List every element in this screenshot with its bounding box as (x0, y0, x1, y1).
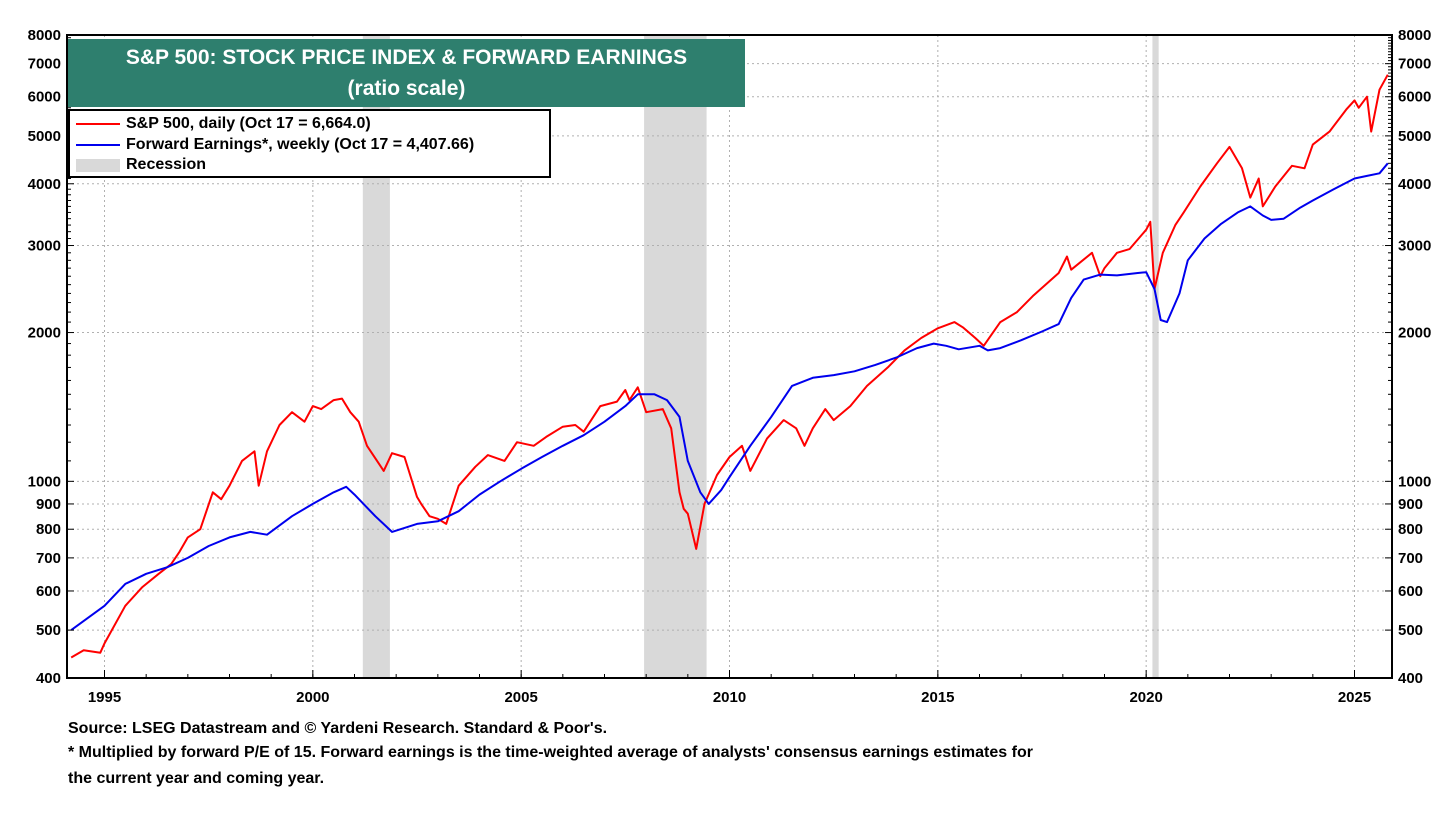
x-tick-label-2025: 2025 (1338, 689, 1371, 706)
y-tick-label-right-3000: 3000 (1398, 238, 1431, 255)
axes: 400 400 500 500 600 600 700 700 800 800 900 900 1000… (28, 27, 1432, 706)
y-tick-label-right-4000: 4000 (1398, 176, 1431, 193)
x-tick-label-2015: 2015 (921, 689, 954, 706)
y-tick-label-left-400: 400 (36, 670, 61, 687)
source-note: Source: LSEG Datastream and © Yardeni Re… (68, 720, 608, 737)
y-tick-label-left-800: 800 (36, 521, 61, 538)
chart-title-box: S&P 500: STOCK PRICE INDEX & FORWARD EAR… (68, 39, 745, 107)
y-tick-label-left-4000: 4000 (28, 176, 61, 193)
chart-title: S&P 500: STOCK PRICE INDEX & FORWARD EAR… (125, 46, 688, 69)
series-line-sp500 (70, 74, 1389, 659)
footnote-line-2: the current year and coming year. (68, 770, 325, 787)
y-tick-label-right-5000: 5000 (1398, 128, 1431, 145)
y-tick-label-right-600: 600 (1398, 583, 1423, 600)
y-tick-label-left-6000: 6000 (28, 89, 61, 106)
y-tick-label-right-500: 500 (1398, 622, 1423, 639)
y-tick-label-right-7000: 7000 (1398, 56, 1431, 73)
y-tick-label-right-8000: 8000 (1398, 27, 1431, 44)
recession-band-2 (644, 35, 707, 678)
y-tick-label-left-1000: 1000 (28, 473, 61, 490)
legend-item-earnings: Forward Earnings*, weekly (Oct 17 = 4,40… (76, 135, 474, 155)
y-tick-label-left-2000: 2000 (28, 325, 61, 342)
y-tick-label-right-2000: 2000 (1398, 325, 1431, 342)
x-tick-label-1995: 1995 (88, 689, 121, 706)
y-tick-label-left-5000: 5000 (28, 128, 61, 145)
y-tick-label-right-400: 400 (1398, 670, 1423, 687)
y-tick-label-left-600: 600 (36, 583, 61, 600)
legend-item-sp500: S&P 500, daily (Oct 17 = 6,664.0) (76, 114, 371, 134)
y-tick-label-left-700: 700 (36, 550, 61, 567)
legend-label-earnings: Forward Earnings*, weekly (Oct 17 = 4,40… (126, 136, 475, 153)
y-tick-label-right-900: 900 (1398, 496, 1423, 513)
y-tick-label-right-6000: 6000 (1398, 89, 1431, 106)
series-line-earnings (70, 162, 1389, 631)
y-tick-label-right-1000: 1000 (1398, 473, 1431, 490)
y-tick-label-left-3000: 3000 (28, 238, 61, 255)
legend-label-sp500: S&P 500, daily (Oct 17 = 6,664.0) (126, 115, 371, 132)
legend-item-recession: Recession (76, 155, 206, 175)
chart-subtitle: (ratio scale) (347, 77, 466, 100)
legend-swatch-sp500 (76, 123, 120, 125)
legend: S&P 500, daily (Oct 17 = 6,664.0) Forwar… (68, 109, 551, 178)
x-tick-label-2005: 2005 (504, 689, 537, 706)
series-lines (70, 74, 1389, 659)
y-tick-label-left-7000: 7000 (28, 56, 61, 73)
y-tick-label-right-800: 800 (1398, 521, 1423, 538)
y-tick-label-left-8000: 8000 (28, 27, 61, 44)
footnote-line-1: * Multiplied by forward P/E of 15. Forwa… (68, 744, 1033, 761)
y-tick-label-left-900: 900 (36, 496, 61, 513)
recession-band-3 (1152, 35, 1159, 678)
y-tick-label-left-500: 500 (36, 622, 61, 639)
x-tick-label-2000: 2000 (296, 689, 329, 706)
x-tick-label-2020: 2020 (1129, 689, 1162, 706)
legend-swatch-recession (76, 158, 120, 172)
y-tick-label-right-700: 700 (1398, 550, 1423, 567)
legend-label-recession: Recession (126, 156, 207, 173)
legend-swatch-earnings (76, 144, 120, 146)
x-tick-label-2010: 2010 (713, 689, 746, 706)
